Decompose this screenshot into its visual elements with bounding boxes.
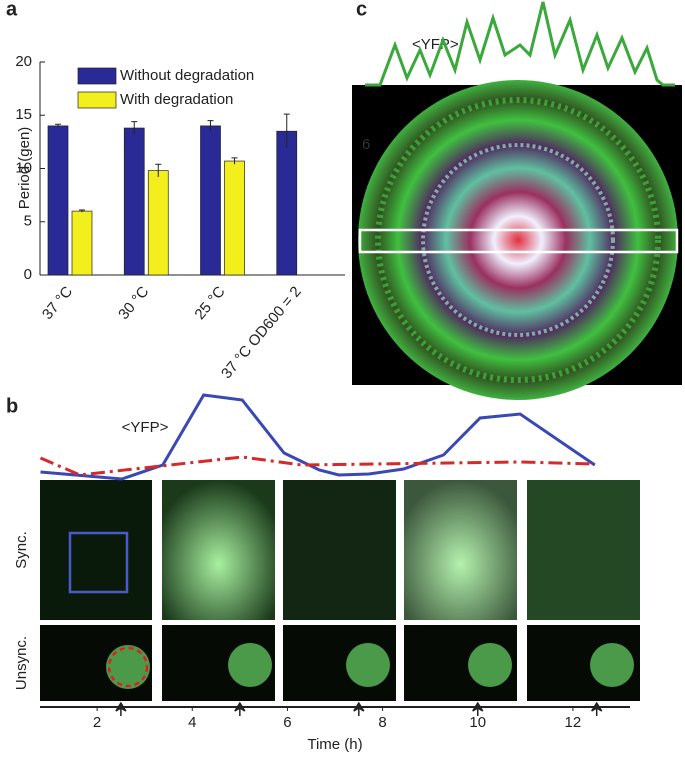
panel-label: c bbox=[356, 0, 367, 20]
annotation: <YFP> bbox=[122, 419, 169, 436]
panel-label: a bbox=[6, 0, 18, 20]
error-bar bbox=[79, 209, 85, 213]
error-bar bbox=[283, 113, 290, 149]
y-tick-label: 0 bbox=[24, 266, 32, 283]
x-tick-label: 37 °C bbox=[39, 283, 76, 323]
faint-label: 6 bbox=[362, 136, 370, 153]
colony-image bbox=[352, 80, 682, 400]
bar bbox=[276, 130, 298, 276]
x-tick-label: 30 °C bbox=[115, 283, 152, 323]
y-tick-label: 20 bbox=[15, 53, 32, 70]
error-bar bbox=[155, 163, 162, 178]
line bbox=[39, 455, 595, 477]
legend-swatch bbox=[77, 67, 117, 85]
x-tick-label: 4 bbox=[188, 714, 196, 731]
error-bar bbox=[207, 120, 214, 132]
bar bbox=[224, 160, 245, 276]
sample-arrow bbox=[472, 701, 484, 716]
bar bbox=[71, 210, 93, 276]
line bbox=[365, 1, 675, 87]
y-axis-label: Period (gen) bbox=[16, 127, 33, 210]
x-tick-label: 8 bbox=[378, 714, 386, 731]
error-bar bbox=[131, 121, 138, 135]
bar bbox=[47, 125, 69, 276]
x-tick-label: 37 °C OD600 = 2 bbox=[218, 283, 305, 382]
x-tick-label: 2 bbox=[93, 714, 101, 731]
bar bbox=[147, 170, 169, 276]
tube-images bbox=[40, 480, 640, 701]
y-tick-label: 5 bbox=[24, 213, 32, 230]
x-tick-label: 12 bbox=[565, 714, 582, 731]
x-tick-label: 6 bbox=[283, 714, 291, 731]
bar bbox=[200, 125, 221, 276]
sample-arrow bbox=[234, 701, 246, 716]
sample-arrow bbox=[591, 701, 603, 716]
line bbox=[40, 393, 596, 481]
x-tick-label: 10 bbox=[469, 714, 486, 731]
sample-arrow bbox=[115, 701, 127, 716]
legend-label: With degradation bbox=[120, 91, 233, 108]
bar bbox=[123, 127, 145, 276]
panel-label: b bbox=[6, 395, 18, 417]
legend-swatch bbox=[77, 91, 117, 109]
y-tick-label: 10 bbox=[15, 159, 32, 176]
row-label: Sync. bbox=[13, 531, 30, 569]
error-bar bbox=[55, 123, 61, 128]
legend-label: Without degradation bbox=[120, 67, 254, 84]
x-tick-label: 25 °C bbox=[191, 283, 228, 323]
y-tick-label: 15 bbox=[15, 106, 32, 123]
sample-arrow bbox=[353, 701, 365, 716]
error-bar bbox=[231, 157, 238, 165]
row-label: Unsync. bbox=[13, 636, 30, 690]
x-axis-label: Time (h) bbox=[307, 736, 362, 753]
